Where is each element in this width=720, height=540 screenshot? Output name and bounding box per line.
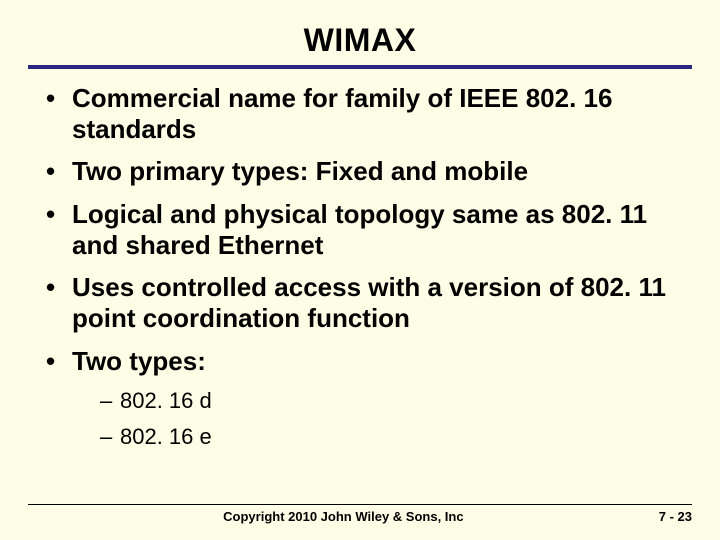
slide-title: WIMAX [28, 22, 692, 59]
bullet-item-label: Two types: [72, 346, 206, 376]
footer: Copyright 2010 John Wiley & Sons, Inc 7 … [28, 504, 692, 524]
sub-bullet-list: 802. 16 d 802. 16 e [72, 388, 684, 450]
copyright-text: Copyright 2010 John Wiley & Sons, Inc [223, 509, 463, 524]
footer-row: Copyright 2010 John Wiley & Sons, Inc 7 … [28, 509, 692, 524]
title-rule [28, 65, 692, 69]
page-number: 7 - 23 [659, 509, 692, 524]
bullet-item: Two types: 802. 16 d 802. 16 e [46, 346, 684, 451]
sub-bullet-item: 802. 16 d [100, 388, 684, 414]
bullet-item: Uses controlled access with a version of… [46, 272, 684, 333]
bullet-item: Logical and physical topology same as 80… [46, 199, 684, 260]
bullet-item: Two primary types: Fixed and mobile [46, 156, 684, 187]
bullet-item: Commercial name for family of IEEE 802. … [46, 83, 684, 144]
sub-bullet-item: 802. 16 e [100, 424, 684, 450]
footer-rule [28, 504, 692, 505]
slide: WIMAX Commercial name for family of IEEE… [0, 0, 720, 540]
bullet-list: Commercial name for family of IEEE 802. … [28, 83, 692, 450]
